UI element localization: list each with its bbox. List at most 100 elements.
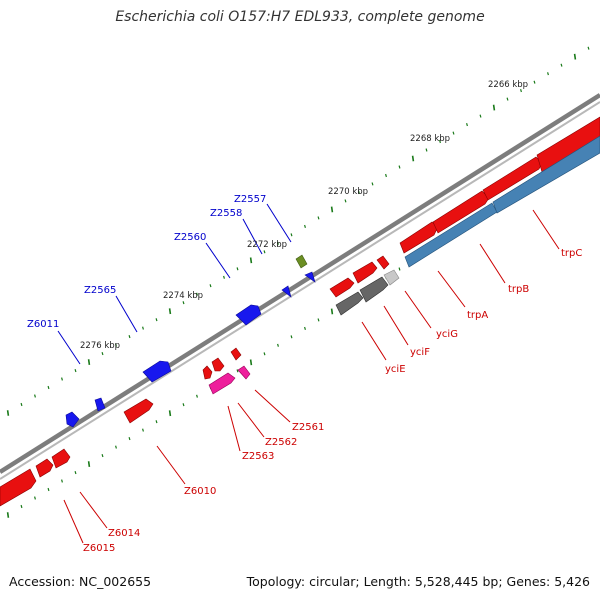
gene-label-z2562[interactable]: Z2562: [265, 437, 297, 448]
gene-z2561[interactable]: [237, 365, 251, 380]
ruler-tick: [196, 292, 198, 296]
ruler-label-2270: 2270 kbp: [328, 187, 368, 197]
ruler-label-2272: 2272 kbp: [247, 240, 287, 250]
gene-label-trpA[interactable]: trpA: [467, 310, 488, 321]
gene-z6011[interactable]: [65, 411, 80, 428]
ruler-tick: [74, 369, 77, 373]
ruler-tick: [87, 461, 91, 468]
gene-label-z2560[interactable]: Z2560: [174, 232, 206, 243]
leader-trpB: [479, 243, 506, 284]
gene-label-z6011[interactable]: Z6011: [27, 319, 59, 330]
ruler-ticks-upper: [6, 46, 590, 416]
gene-label-z6015[interactable]: Z6015: [83, 543, 115, 554]
gene-label-z2563[interactable]: Z2563: [242, 451, 274, 462]
gene-yciE-upper[interactable]: [329, 277, 355, 298]
gene-label-z6010[interactable]: Z6010: [184, 486, 216, 497]
gene-yciF-upper[interactable]: [352, 261, 378, 284]
gene-label-z6014[interactable]: Z6014: [108, 528, 140, 539]
leader-z2563: [227, 405, 241, 452]
gene-z2563-b[interactable]: [211, 357, 225, 372]
ruler-tick: [547, 72, 549, 76]
gene-z2557[interactable]: [304, 271, 316, 283]
gene-yciG[interactable]: [383, 269, 400, 286]
gene-label-z2557[interactable]: Z2557: [234, 194, 266, 205]
ruler-tick: [277, 241, 279, 245]
ruler-tick: [236, 369, 239, 373]
gene-z2563-a[interactable]: [202, 365, 213, 380]
gene-label-trpC[interactable]: trpC: [561, 248, 582, 259]
ruler-tick: [263, 352, 266, 356]
gene-olive[interactable]: [295, 254, 308, 269]
ruler-tick: [358, 190, 360, 194]
ruler-labels: 2266 kbp 2268 kbp 2270 kbp 2272 kbp 2274…: [80, 80, 528, 351]
ruler-label-2274: 2274 kbp: [163, 291, 203, 301]
gene-z6010[interactable]: [123, 398, 154, 424]
gene-trpC[interactable]: [492, 135, 600, 214]
ruler-tick: [128, 437, 131, 441]
genome-stats-text: Topology: circular; Length: 5,528,445 bp…: [246, 574, 590, 589]
gene-yciF[interactable]: [359, 276, 389, 303]
gene-yciE[interactable]: [335, 291, 364, 316]
ruler-tick: [115, 445, 117, 449]
gene-z6014b[interactable]: [51, 448, 71, 469]
leader-z6011: [57, 330, 81, 365]
ruler-tick: [411, 155, 415, 162]
gene-yciG-upper[interactable]: [376, 255, 390, 270]
ruler-tick: [6, 410, 10, 416]
ruler-tick: [20, 504, 23, 509]
ruler-tick: [290, 233, 293, 237]
ruler-tick: [223, 275, 225, 279]
gene-z6015[interactable]: [0, 468, 37, 507]
ruler-tick: [304, 224, 306, 228]
leader-trpA: [437, 270, 466, 308]
gene-z2565[interactable]: [142, 360, 172, 383]
gene-z2565-small[interactable]: [94, 397, 106, 412]
gene-label-z2558[interactable]: Z2558: [210, 208, 242, 219]
gene-z2561-a[interactable]: [230, 347, 242, 361]
leader-z6014: [79, 491, 108, 529]
gene-label-yciE[interactable]: yciE: [385, 364, 406, 375]
gene-z6014[interactable]: [35, 458, 54, 478]
ruler-tick: [20, 402, 23, 407]
ruler-tick: [47, 385, 50, 390]
leader-z2561: [254, 389, 291, 423]
gene-labels-forward: trpC trpB trpA yciG yciF yciE Z2561 Z256…: [83, 248, 582, 554]
ruler-tick: [330, 206, 334, 213]
gene-label-trpB[interactable]: trpB: [508, 284, 529, 295]
ruler-tick: [61, 479, 63, 483]
ruler-tick: [142, 326, 144, 330]
ruler-tick: [101, 454, 104, 458]
gene-labels-reverse: Z2557 Z2558 Z2560 Z2565 Z6011: [27, 194, 266, 330]
leader-z2562: [237, 402, 265, 438]
ruler-tick: [560, 63, 563, 67]
gene-z2560[interactable]: [235, 304, 262, 326]
leader-yciE: [361, 321, 387, 361]
gene-label-z2561[interactable]: Z2561: [292, 422, 324, 433]
ruler-tick: [209, 284, 212, 288]
ruler-tick: [492, 104, 496, 111]
ruler-tick: [277, 343, 279, 347]
ruler-tick: [168, 410, 172, 417]
ruler-tick: [330, 308, 334, 315]
ruler-tick: [533, 80, 536, 84]
gene-trpB-red[interactable]: [432, 190, 490, 234]
gene-label-yciF[interactable]: yciF: [410, 347, 430, 358]
ruler-tick: [128, 335, 131, 339]
leader-z6010: [156, 445, 186, 485]
ruler-tick: [520, 89, 522, 93]
gene-trpD-red[interactable]: [536, 116, 600, 173]
ruler-tick: [506, 97, 509, 101]
ruler-tick: [263, 250, 266, 254]
accession-text: Accession: NC_002655: [9, 574, 152, 589]
ruler-tick: [182, 403, 185, 407]
backbone-inner: [0, 101, 600, 480]
leader-z6015: [63, 499, 84, 544]
gene-track: [0, 116, 600, 507]
gene-z2562[interactable]: [208, 372, 236, 395]
gene-z2558[interactable]: [281, 285, 292, 298]
leader-z2560: [205, 242, 231, 279]
gene-label-yciG[interactable]: yciG: [436, 329, 458, 340]
gene-trpA-red[interactable]: [399, 221, 439, 254]
gene-label-z2565[interactable]: Z2565: [84, 285, 116, 296]
